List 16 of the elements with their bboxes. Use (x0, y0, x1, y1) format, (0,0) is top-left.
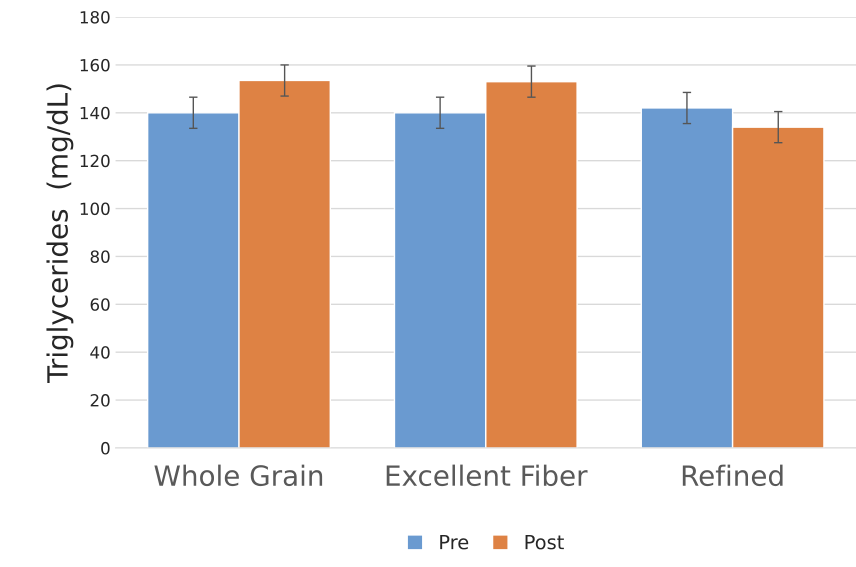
y-axis-title: Triglycerides (mg/dL) (46, 84, 74, 384)
y-tick-label: 0 (101, 442, 110, 454)
y-tick-label: 60 (90, 298, 110, 311)
legend-label: Pre (440, 534, 468, 550)
y-tick-label: 100 (80, 202, 110, 216)
y-tick-label: 180 (80, 10, 110, 24)
y-tick-label: 160 (80, 58, 110, 72)
legend-label: Post (526, 534, 564, 550)
y-tick-label: 40 (90, 346, 110, 359)
y-tick-label: 80 (90, 250, 110, 263)
y-tick-label: 140 (80, 106, 110, 120)
x-tick-label: Excellent Fiber (386, 464, 588, 486)
x-tick-label: Refined (682, 464, 783, 486)
y-tick-label: 120 (80, 154, 110, 168)
y-tick-label: 20 (90, 394, 110, 407)
x-tick-label: Whole Grain (154, 464, 322, 486)
